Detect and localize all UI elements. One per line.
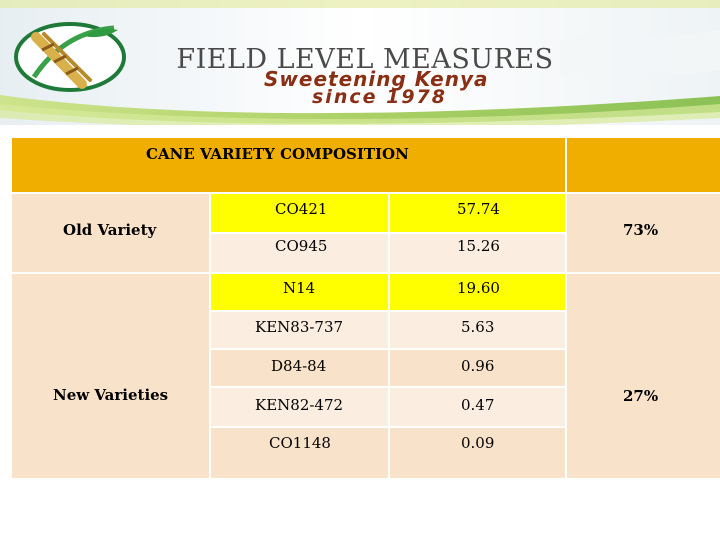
variety-value: 0.09 — [461, 434, 495, 452]
grid-line — [211, 348, 565, 350]
variety-value: 0.96 — [461, 357, 495, 375]
table-header-share-cell — [567, 138, 720, 192]
grid-line — [565, 138, 567, 478]
grid-line — [211, 310, 565, 312]
variety-value: 0.47 — [461, 396, 495, 414]
variety-value: 19.60 — [457, 279, 500, 297]
grid-line — [12, 192, 720, 194]
page-title: FIELD LEVEL MEASURES — [176, 44, 554, 75]
variety-name: CO421 — [275, 200, 328, 218]
variety-value: 15.26 — [457, 237, 500, 255]
variety-name: CO1148 — [269, 434, 331, 452]
group-share-old: 73% — [623, 221, 659, 239]
sugarcane-logo-icon — [14, 22, 126, 92]
group-share-new: 27% — [623, 387, 659, 405]
grid-line — [211, 426, 565, 428]
table-heading: CANE VARIETY COMPOSITION — [146, 145, 409, 163]
header-banner: FIELD LEVEL MEASURES Sweetening Kenya si… — [0, 0, 720, 125]
group-label-new: New Varieties — [53, 386, 169, 404]
grid-line — [211, 386, 565, 388]
variety-value: 5.63 — [461, 318, 495, 336]
table-header-row — [12, 138, 565, 192]
cane-variety-table: CANE VARIETY COMPOSITION Old Variety New… — [12, 138, 720, 478]
tagline-line-2: since 1978 — [312, 86, 447, 108]
grid-line — [12, 272, 720, 274]
variety-name: KEN83-737 — [255, 318, 344, 336]
grid-line — [209, 194, 211, 478]
grid-line — [388, 194, 390, 478]
tagline-line-1: Sweetening Kenya — [264, 67, 489, 91]
variety-name: N14 — [283, 279, 316, 297]
variety-name: CO945 — [275, 237, 328, 255]
variety-value: 57.74 — [457, 200, 500, 218]
grid-line — [211, 232, 565, 234]
group-label-old: Old Variety — [63, 221, 157, 239]
variety-name: D84-84 — [271, 357, 327, 375]
variety-name: KEN82-472 — [255, 396, 344, 414]
